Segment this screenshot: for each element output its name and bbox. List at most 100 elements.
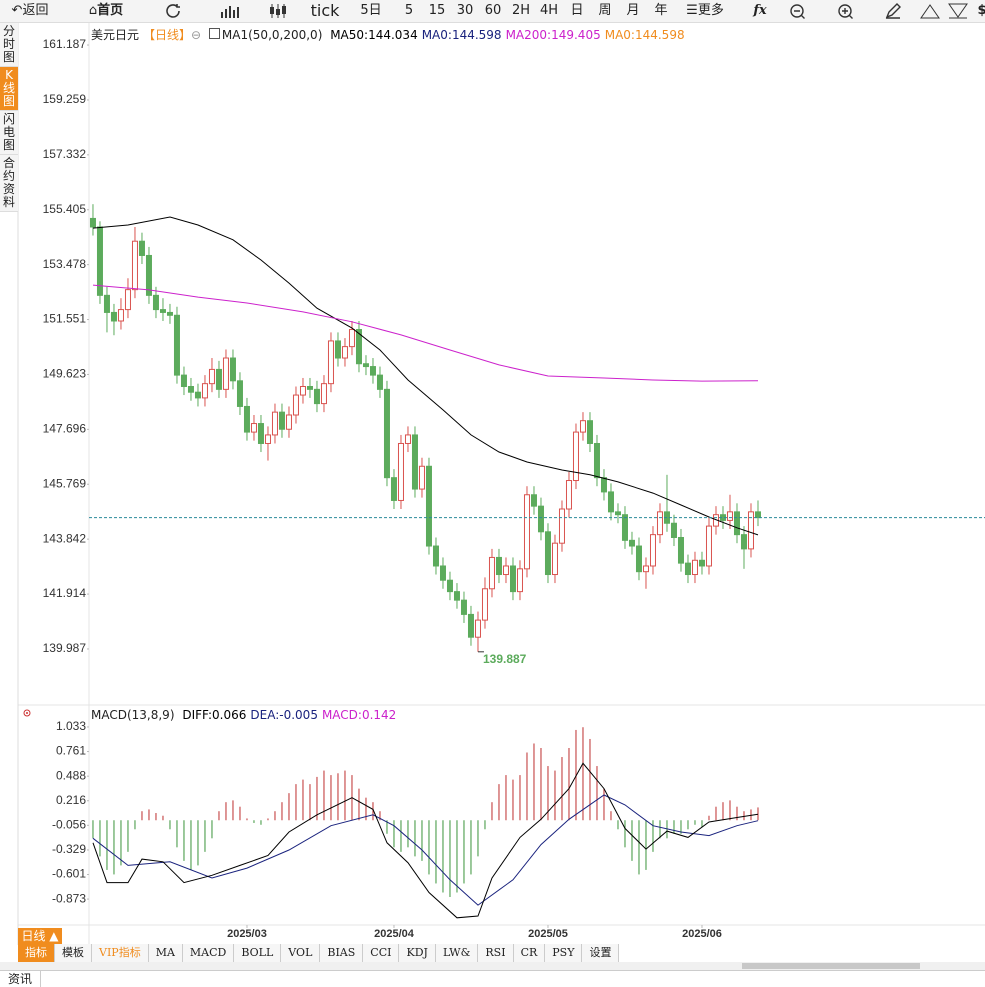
sidebar-tab[interactable]: 闪电图 bbox=[0, 111, 18, 155]
y-tick-label: 143.842 bbox=[43, 531, 87, 545]
candle-body bbox=[572, 431, 579, 482]
indicator-tab[interactable]: BOLL bbox=[234, 944, 282, 962]
candle-body bbox=[320, 383, 327, 405]
candle-body bbox=[348, 329, 355, 348]
macd-settings-icon[interactable] bbox=[23, 709, 31, 717]
refresh-icon[interactable] bbox=[165, 3, 183, 19]
x-tick-label: 2025/05 bbox=[528, 928, 568, 940]
candle-icon[interactable] bbox=[268, 3, 288, 19]
home-label: 首页 bbox=[97, 3, 124, 18]
dea-line bbox=[92, 794, 759, 906]
period-button[interactable]: 日线 ▲ bbox=[18, 928, 62, 944]
zoom-out-icon[interactable] bbox=[789, 3, 807, 19]
period-button[interactable]: 日 bbox=[570, 3, 584, 18]
y-tick-label: 161.187 bbox=[43, 37, 87, 51]
pen-icon[interactable] bbox=[884, 3, 902, 19]
period-button[interactable]: tick bbox=[310, 1, 340, 20]
candle-body bbox=[138, 240, 145, 256]
indicator-tab[interactable]: CR bbox=[513, 944, 546, 962]
candle-body bbox=[250, 423, 257, 433]
candle-body bbox=[124, 289, 131, 311]
candle-body bbox=[628, 539, 635, 547]
indicator-name: MACD(13,8,9) bbox=[91, 708, 175, 722]
candle-body bbox=[208, 368, 215, 385]
candle-body bbox=[726, 511, 733, 521]
candle-body bbox=[733, 511, 740, 536]
legend-entry: DEA:-0.005 bbox=[250, 708, 318, 722]
indicator-tab[interactable]: RSI bbox=[478, 944, 514, 962]
zoom-in-icon[interactable] bbox=[837, 3, 855, 19]
candle-body bbox=[467, 613, 474, 638]
formula-button[interactable]: fx bbox=[753, 3, 767, 18]
period-button[interactable]: 月 bbox=[626, 3, 640, 18]
candle-body bbox=[537, 505, 544, 533]
candle-body bbox=[600, 477, 607, 493]
bar-chart-icon[interactable] bbox=[220, 3, 240, 19]
scroll-thumb[interactable] bbox=[742, 963, 920, 969]
period-button[interactable]: 2H bbox=[511, 3, 531, 18]
scrollbar[interactable] bbox=[0, 962, 985, 970]
sidebar-tab[interactable]: 分时图 bbox=[0, 23, 18, 67]
footer: 资讯 bbox=[0, 970, 985, 987]
period-button[interactable]: 周 bbox=[598, 3, 612, 18]
period-button[interactable]: 30 bbox=[456, 3, 474, 18]
legend-entry: MACD:0.142 bbox=[321, 708, 397, 722]
y-tick-label: 157.332 bbox=[43, 147, 87, 161]
indicator-tab[interactable]: 模板 bbox=[55, 944, 92, 962]
candle-body bbox=[313, 388, 320, 405]
back-button[interactable]: ↶返回 bbox=[11, 3, 49, 18]
period-button[interactable]: 5 bbox=[404, 3, 414, 18]
x-tick-label: 2025/04 bbox=[374, 928, 415, 940]
candle-body bbox=[558, 508, 565, 544]
toolbar: ↶返回 ⌂首页 ☰更多 fx $ tick 5日 5 15 30 60 2H 4H 日周月年 bbox=[0, 0, 985, 23]
candle-body bbox=[684, 562, 691, 576]
candle-body bbox=[180, 374, 187, 388]
indicator-tab[interactable]: BIAS bbox=[320, 944, 364, 962]
candle-body bbox=[306, 386, 313, 390]
sidebar-tab[interactable]: K线图 bbox=[0, 67, 18, 111]
indicator-tab[interactable]: CCI bbox=[363, 944, 400, 962]
period-button[interactable]: 15 bbox=[428, 3, 446, 18]
symbol-name: 美元日元 bbox=[91, 28, 140, 42]
candle-body bbox=[117, 309, 124, 322]
y-tick-label: -0.873 bbox=[52, 891, 86, 905]
indicator-tab[interactable]: MACD bbox=[182, 944, 235, 962]
y-tick-label: 151.551 bbox=[43, 312, 87, 326]
indicator-tab[interactable]: VIP指标 bbox=[92, 944, 149, 962]
indicator-tab[interactable]: PSY bbox=[545, 944, 583, 962]
candle-body bbox=[404, 434, 411, 444]
draw-icon[interactable] bbox=[948, 3, 968, 19]
candle-body bbox=[341, 346, 348, 359]
home-button[interactable]: ⌂首页 bbox=[88, 3, 124, 18]
candle-body bbox=[362, 363, 369, 368]
news-tab[interactable]: 资讯 bbox=[0, 971, 42, 987]
candle-body bbox=[278, 411, 285, 430]
candle-body bbox=[383, 388, 390, 479]
indicator-tab[interactable]: KDJ bbox=[399, 944, 436, 962]
y-tick-label: 139.987 bbox=[43, 641, 87, 655]
indicator-icon[interactable] bbox=[208, 28, 220, 39]
indicator-tab[interactable]: LW& bbox=[435, 944, 479, 962]
indicator-tab[interactable]: 设置 bbox=[582, 944, 620, 962]
collapse-icon[interactable]: ⊖ bbox=[191, 28, 202, 42]
candle-body bbox=[264, 434, 271, 444]
currency-button[interactable]: $ bbox=[977, 3, 985, 18]
candle-body bbox=[670, 522, 677, 538]
indicator-tab[interactable]: 指标 bbox=[18, 944, 55, 962]
period-button[interactable]: 4H bbox=[539, 3, 559, 18]
period-button[interactable]: 年 bbox=[654, 3, 668, 18]
period-button[interactable]: 60 bbox=[484, 3, 502, 18]
candle-body bbox=[145, 254, 152, 296]
draw-icon[interactable] bbox=[920, 3, 940, 19]
more-button[interactable]: ☰更多 bbox=[686, 3, 724, 18]
indicator-tab[interactable]: MA bbox=[148, 944, 183, 962]
candle-body bbox=[292, 394, 299, 416]
y-tick-label: 141.914 bbox=[43, 586, 87, 600]
legend-entry: MA200:149.405 bbox=[505, 28, 601, 42]
candle-body bbox=[159, 309, 166, 313]
period-button[interactable]: 5日 bbox=[360, 3, 382, 18]
indicator-tab[interactable]: VOL bbox=[281, 944, 321, 962]
period-label: 【日线】 bbox=[143, 28, 192, 42]
candle-body bbox=[334, 340, 341, 359]
sidebar-tab[interactable]: 合约资料 bbox=[0, 155, 18, 212]
